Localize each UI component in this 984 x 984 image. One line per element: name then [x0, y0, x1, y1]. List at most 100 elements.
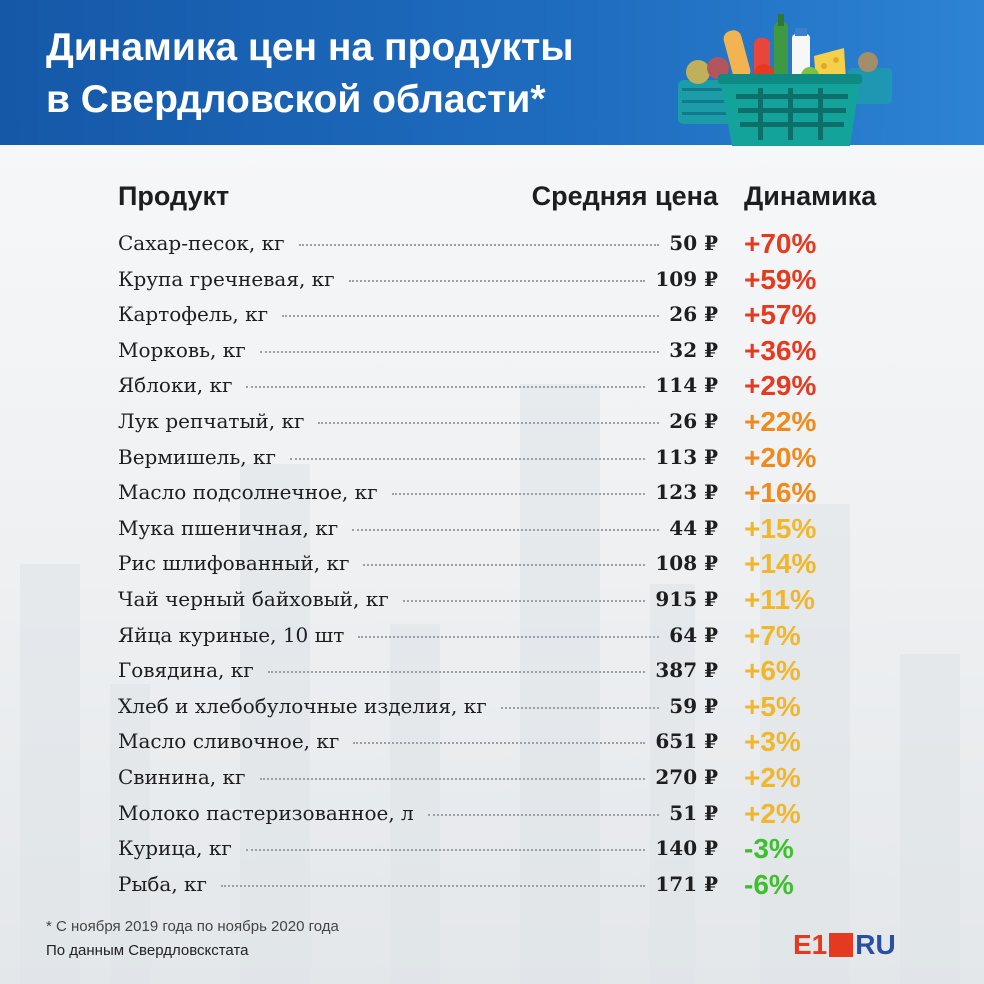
- table-row: Лук репчатый, кг 26 ₽ +22%: [0, 404, 984, 439]
- column-header-product: Продукт: [118, 181, 230, 211]
- price-change: +15%: [744, 512, 817, 544]
- product-price: 387 ₽: [655, 658, 718, 683]
- product-price: 109 ₽: [655, 266, 718, 291]
- product-price: 50 ₽: [669, 231, 718, 255]
- price-change: +2%: [744, 762, 801, 793]
- product-price: 44 ₽: [669, 515, 718, 540]
- product-name: Вермишель, кг: [118, 444, 276, 469]
- table-row: Мука пшеничная, кг 44 ₽ +15%: [0, 511, 984, 546]
- product-name: Свинина, кг: [118, 765, 246, 789]
- price-change: +2%: [744, 797, 801, 829]
- price-change: +20%: [744, 441, 817, 473]
- dotted-leader: [260, 778, 645, 780]
- product-price: 915 ₽: [655, 587, 718, 611]
- product-price: 108 ₽: [655, 551, 718, 576]
- dotted-leader: [392, 493, 645, 496]
- dotted-leader: [268, 671, 645, 674]
- price-change: +6%: [744, 655, 801, 687]
- dotted-leader: [428, 813, 659, 816]
- price-change: +57%: [744, 299, 817, 331]
- product-name: Чай черный байховый, кг: [118, 587, 389, 611]
- table-row: Молоко пастеризованное, л 51 ₽ +2%: [0, 796, 984, 831]
- product-name: Рыба, кг: [118, 871, 208, 896]
- price-change: +11%: [744, 584, 815, 615]
- product-name: Яйца куриные, 10 шт: [118, 622, 345, 647]
- dotted-leader: [299, 244, 659, 246]
- price-change: +59%: [744, 263, 817, 295]
- product-name: Масло подсолнечное, кг: [118, 480, 378, 505]
- product-price: 270 ₽: [655, 765, 718, 789]
- product-price: 123 ₽: [655, 480, 718, 505]
- price-change: +70%: [744, 228, 817, 259]
- product-price: 26 ₽: [669, 409, 718, 433]
- product-name: Лук репчатый, кг: [118, 409, 305, 433]
- grocery-basket-icon: [678, 14, 892, 146]
- product-price: 140 ₽: [655, 836, 718, 861]
- product-price: 32 ₽: [669, 337, 718, 362]
- table-row: Говядина, кг 387 ₽ +6%: [0, 653, 984, 688]
- product-price: 113 ₽: [655, 444, 718, 469]
- price-change: +16%: [744, 477, 817, 509]
- product-name: Яблоки, кг: [118, 373, 233, 398]
- price-change: +5%: [744, 690, 801, 722]
- logo-e1: E1: [793, 929, 828, 960]
- table-row: Картофель, кг 26 ₽ +57%: [0, 297, 984, 332]
- product-price: 51 ₽: [669, 800, 718, 825]
- e1-logo: E1 RU: [793, 928, 923, 962]
- table-row: Рис шлифованный, кг 108 ₽ +14%: [0, 546, 984, 581]
- table-row: Сахар-песок, кг 50 ₽ +70%: [0, 226, 984, 261]
- price-change: +7%: [744, 619, 801, 651]
- product-name: Крупа гречневая, кг: [118, 266, 335, 291]
- price-change: +36%: [744, 334, 817, 366]
- price-change: -6%: [744, 868, 794, 900]
- product-name: Говядина, кг: [118, 658, 254, 683]
- product-name: Хлеб и хлебобулочные изделия, кг: [118, 693, 487, 718]
- product-name: Мука пшеничная, кг: [118, 515, 339, 540]
- logo-square-icon: [829, 933, 854, 957]
- dotted-leader: [290, 457, 645, 460]
- product-price: 64 ₽: [669, 622, 718, 647]
- dotted-leader: [352, 528, 659, 531]
- dotted-leader: [501, 706, 659, 709]
- price-change: +22%: [744, 406, 817, 437]
- city-background: [0, 145, 984, 984]
- dotted-leader: [246, 849, 645, 852]
- table-row: Чай черный байховый, кг 915 ₽ +11%: [0, 582, 984, 617]
- product-name: Молоко пастеризованное, л: [118, 800, 414, 825]
- title-line-1: Динамика цен на продукты: [46, 26, 574, 69]
- dotted-leader: [353, 742, 645, 745]
- price-change: -3%: [744, 833, 794, 865]
- footnote: * С ноября 2019 года по ноябрь 2020 года: [46, 918, 339, 935]
- product-price: 171 ₽: [655, 871, 718, 896]
- dotted-leader: [221, 884, 645, 887]
- table-row: Масло сливочное, кг 651 ₽ +3%: [0, 724, 984, 759]
- table-row: Масло подсолнечное, кг 123 ₽ +16%: [0, 475, 984, 510]
- dotted-leader: [403, 600, 645, 602]
- product-name: Курица, кг: [118, 836, 232, 861]
- dotted-leader: [349, 279, 645, 282]
- column-header-price: Средняя цена: [531, 181, 718, 211]
- dotted-leader: [363, 564, 645, 567]
- table-row: Свинина, кг 270 ₽ +2%: [0, 760, 984, 795]
- price-change: +29%: [744, 370, 817, 402]
- table-row: Вермишель, кг 113 ₽ +20%: [0, 440, 984, 475]
- dotted-leader: [358, 635, 659, 638]
- page-title: Динамика цен на продукты в Свердловской …: [46, 22, 666, 126]
- price-change: +3%: [744, 726, 801, 758]
- table-row: Рыба, кг 171 ₽ -6%: [0, 867, 984, 902]
- dotted-leader: [318, 422, 659, 424]
- table-row: Яйца куриные, 10 шт 64 ₽ +7%: [0, 618, 984, 653]
- product-name: Сахар-песок, кг: [118, 231, 285, 255]
- table-row: Курица, кг 140 ₽ -3%: [0, 831, 984, 866]
- product-price: 651 ₽: [655, 729, 718, 754]
- header-banner: Динамика цен на продукты в Свердловской …: [0, 0, 984, 146]
- dotted-leader: [282, 315, 659, 318]
- table-row: Крупа гречневая, кг 109 ₽ +59%: [0, 262, 984, 297]
- dotted-leader: [260, 350, 659, 353]
- product-price: 26 ₽: [669, 302, 718, 327]
- product-price: 59 ₽: [669, 693, 718, 718]
- logo-ru: RU: [855, 929, 896, 960]
- table-row: Яблоки, кг 114 ₽ +29%: [0, 368, 984, 403]
- table-row: Хлеб и хлебобулочные изделия, кг 59 ₽ +5%: [0, 689, 984, 724]
- price-change: +14%: [744, 548, 817, 580]
